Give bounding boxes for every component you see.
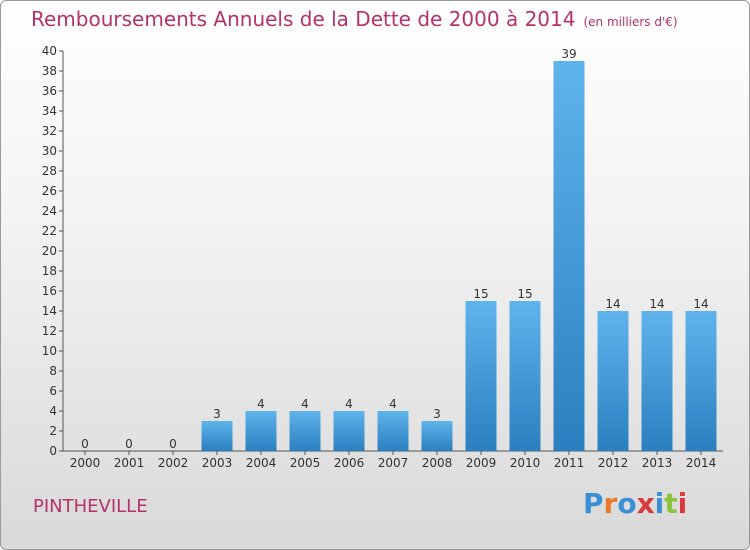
logo-letter: o <box>617 487 637 520</box>
y-tick-label: 10 <box>42 344 57 358</box>
x-tick-label: 2013 <box>642 456 673 470</box>
y-tick-label: 6 <box>49 384 57 398</box>
data-label: 0 <box>81 437 89 451</box>
data-label: 0 <box>125 437 133 451</box>
bar <box>333 411 365 451</box>
x-tick-label: 2011 <box>554 456 585 470</box>
data-label: 4 <box>257 397 265 411</box>
x-tick-label: 2005 <box>290 456 321 470</box>
y-tick-label: 32 <box>42 124 57 138</box>
data-label: 3 <box>213 407 221 421</box>
y-tick-label: 22 <box>42 224 57 238</box>
y-tick-label: 16 <box>42 284 57 298</box>
y-tick-label: 8 <box>49 364 57 378</box>
y-tick-label: 38 <box>42 64 57 78</box>
x-tick-label: 2007 <box>378 456 409 470</box>
bar <box>597 311 629 451</box>
x-tick-label: 2001 <box>114 456 145 470</box>
x-tick-label: 2012 <box>598 456 629 470</box>
x-tick-label: 2014 <box>686 456 717 470</box>
data-label: 14 <box>649 297 664 311</box>
y-tick-label: 28 <box>42 164 57 178</box>
data-label: 14 <box>605 297 620 311</box>
bar <box>421 421 453 451</box>
logo-letter: r <box>603 487 618 520</box>
proxiti-logo: Proxiti <box>583 487 687 520</box>
x-tick-label: 2003 <box>202 456 233 470</box>
logo-letter: P <box>583 487 604 520</box>
y-tick-label: 0 <box>49 444 57 458</box>
logo-letter: i <box>654 487 665 520</box>
y-tick-label: 34 <box>42 104 57 118</box>
x-tick-label: 2008 <box>422 456 453 470</box>
bars: 0 0 0 3 4 4 4 4 3 15 15 39 14 14 14 <box>81 47 717 451</box>
chart-title: Remboursements Annuels de la Dette de 20… <box>31 7 678 31</box>
y-tick-label: 30 <box>42 144 57 158</box>
x-tick-label: 2009 <box>466 456 497 470</box>
bar <box>201 421 233 451</box>
y-tick-label: 36 <box>42 84 57 98</box>
bar <box>245 411 277 451</box>
logo-letter: i <box>677 487 688 520</box>
x-tick-label: 2002 <box>158 456 189 470</box>
bar <box>553 61 585 451</box>
data-label: 4 <box>301 397 309 411</box>
y-tick-label: 2 <box>49 424 57 438</box>
axes: 0246810121416182022242628303234363840200… <box>42 44 723 470</box>
x-tick-label: 2006 <box>334 456 365 470</box>
bar <box>685 311 717 451</box>
y-tick-label: 12 <box>42 324 57 338</box>
x-tick-label: 2010 <box>510 456 541 470</box>
bar <box>509 301 541 451</box>
data-label: 15 <box>517 287 532 301</box>
y-tick-label: 4 <box>49 404 57 418</box>
y-tick-label: 40 <box>42 44 57 58</box>
unit-label: (en milliers d'€) <box>583 15 678 29</box>
y-tick-label: 14 <box>42 304 57 318</box>
title-text: Remboursements Annuels de la Dette de 20… <box>31 7 576 31</box>
data-label: 0 <box>169 437 177 451</box>
logo-letter: x <box>636 487 655 520</box>
y-tick-label: 26 <box>42 184 57 198</box>
x-tick-label: 2004 <box>246 456 277 470</box>
data-label: 14 <box>693 297 708 311</box>
bar <box>465 301 497 451</box>
data-label: 4 <box>345 397 353 411</box>
bar <box>289 411 321 451</box>
y-tick-label: 20 <box>42 244 57 258</box>
data-label: 4 <box>389 397 397 411</box>
x-tick-label: 2000 <box>70 456 101 470</box>
y-tick-label: 18 <box>42 264 57 278</box>
data-label: 3 <box>433 407 441 421</box>
bar <box>641 311 673 451</box>
bar <box>377 411 409 451</box>
location-label: PINTHEVILLE <box>33 496 148 517</box>
data-label: 15 <box>473 287 488 301</box>
logo-letter: t <box>664 487 678 520</box>
data-label: 39 <box>561 47 576 61</box>
y-tick-label: 24 <box>42 204 57 218</box>
